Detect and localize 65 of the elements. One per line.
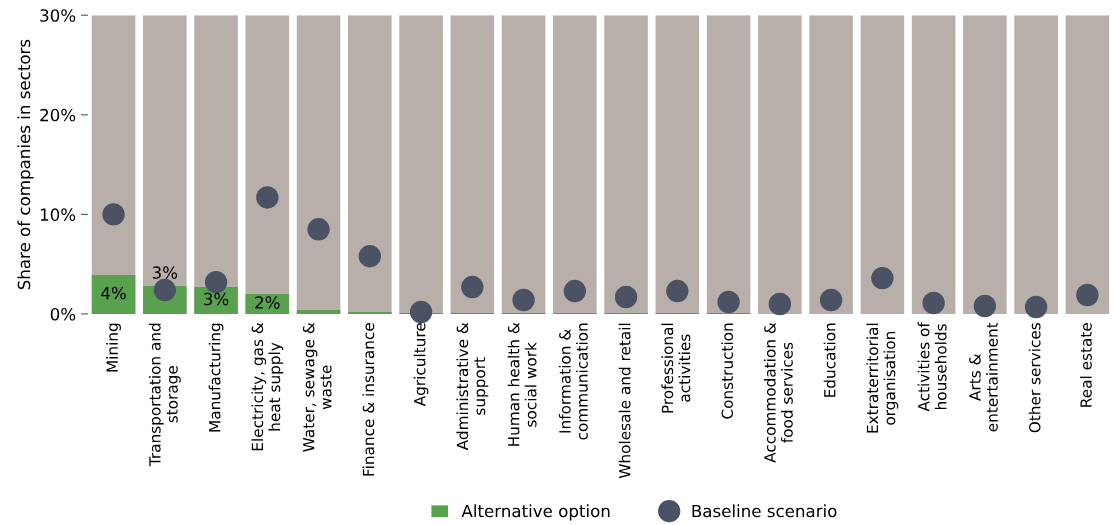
point [563,279,587,303]
bar [553,15,597,314]
point [1024,295,1048,319]
bar [758,15,802,314]
bar [860,15,905,314]
data-label: 2% [255,296,280,309]
bar [348,15,392,314]
legend-label: Baseline scenario [692,504,837,518]
x-tick-label: Arts & entertainment [969,322,998,432]
data-label: 3% [152,266,178,279]
x-tick-label: Accommodation & food services [763,322,793,463]
point [512,288,535,312]
bar [809,15,853,314]
point [666,279,689,303]
y-tick-label: 0% [50,307,76,321]
bar [296,309,341,314]
point [871,266,894,290]
x-tick-label: Mining [106,323,121,372]
x-tick-label: Professional activities [661,323,691,413]
point [768,292,792,316]
point [922,291,945,315]
point [409,300,433,324]
point [614,285,638,309]
x-tick-label: Construction [721,323,734,419]
point [102,203,125,226]
x-tick-label: Information & communication [558,323,588,440]
point [307,218,330,241]
point [358,245,382,268]
bar [911,15,956,314]
x-tick-label: Education [823,323,836,397]
point [819,288,843,312]
bar [655,15,700,314]
y-tick-label: 10% [40,208,76,221]
bar [706,15,751,314]
y-tick-label: 30% [40,9,76,22]
x-tick-label: Agriculture [413,323,429,407]
x-tick-label: Activities of households [917,321,947,412]
x-tick-label: Finance & insurance [362,323,375,476]
point [1076,283,1099,307]
legend-label: Alternative option [461,504,610,521]
x-tick-label: Water, sewage & waste [302,322,332,452]
y-tick-label: 20% [40,108,76,122]
point [717,290,740,314]
y-axis-title: Share of companies in sectors [17,39,34,290]
bar [501,15,546,314]
point [461,275,484,299]
data-label: 3% [204,292,229,306]
point [256,186,279,209]
x-tick-label: Other services [1028,323,1041,433]
x-tick-label: Extraterritorial organisation [866,323,899,433]
bar [91,275,136,314]
bar [963,15,1007,314]
x-tick-label: Transportation and storage [148,323,181,467]
x-tick-label: Manufacturing [208,323,224,432]
data-label: 4% [101,286,126,300]
x-tick-label: Wholesale and retail [618,323,631,479]
bar [1014,15,1058,314]
bar [604,15,648,314]
bar [1065,15,1110,314]
x-tick-label: Administrative & support [456,322,489,451]
bar [450,15,495,314]
bar [399,15,443,314]
x-tick-label: Real estate [1079,323,1092,407]
point [204,270,228,294]
point [973,294,997,318]
